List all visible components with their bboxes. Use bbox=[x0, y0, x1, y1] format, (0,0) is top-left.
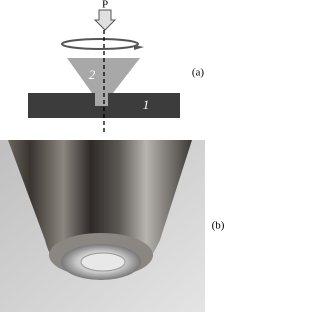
panel-label: (b) bbox=[212, 220, 225, 232]
force-label: P bbox=[102, 0, 108, 11]
figure: P 2 1 (a) (b) bbox=[0, 0, 225, 312]
panel-b: (b) bbox=[0, 140, 225, 312]
panel-label: (a) bbox=[192, 67, 205, 79]
force-arrow bbox=[93, 9, 117, 31]
rotation-arrowhead bbox=[134, 45, 144, 50]
part-label: 2 bbox=[89, 67, 96, 82]
panel-a: P 2 1 (a) bbox=[28, 0, 204, 135]
tool-body bbox=[8, 140, 192, 268]
tool-pin-tip bbox=[80, 252, 126, 272]
rotation-arrow bbox=[61, 38, 139, 50]
tool-pin bbox=[95, 93, 108, 106]
part-label: 1 bbox=[143, 97, 150, 112]
